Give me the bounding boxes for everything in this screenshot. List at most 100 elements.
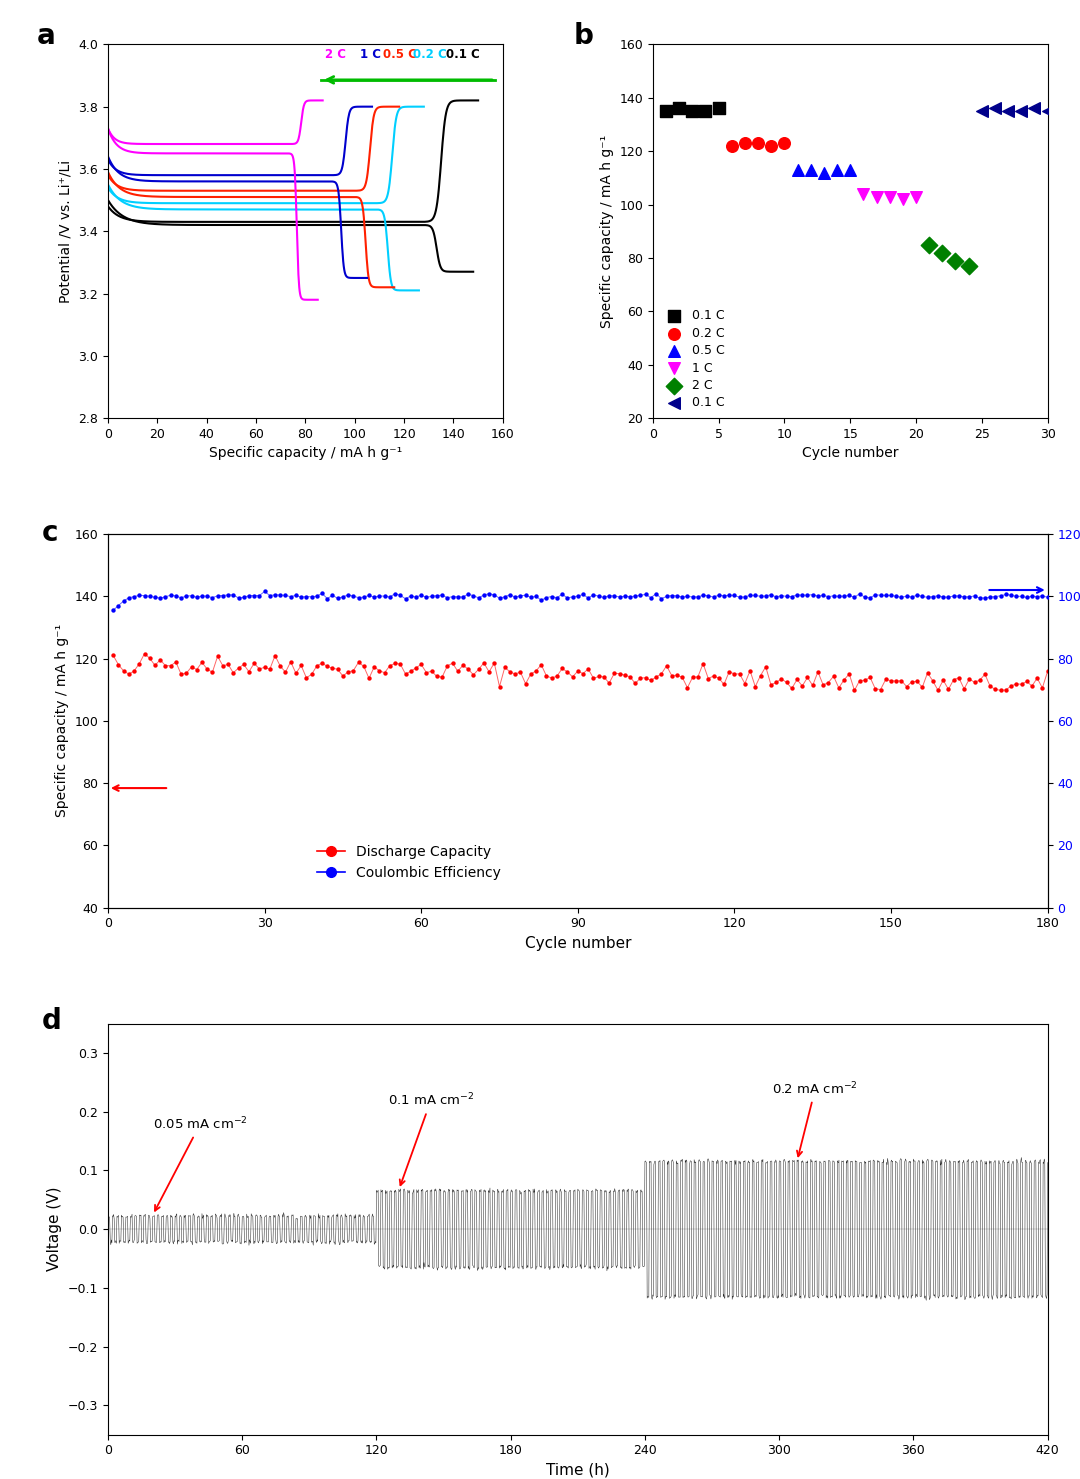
Point <box>298 666 315 689</box>
Point <box>908 583 926 606</box>
Point <box>225 583 242 606</box>
Point <box>355 586 373 609</box>
Point <box>658 99 675 123</box>
Point <box>987 677 1004 701</box>
Point <box>606 584 623 608</box>
Point <box>261 584 279 608</box>
Y-axis label: Specific capacity / mA h g⁻¹: Specific capacity / mA h g⁻¹ <box>599 135 613 328</box>
Point <box>455 654 472 677</box>
Point <box>757 584 774 608</box>
Point <box>626 584 644 608</box>
Point <box>742 584 759 608</box>
Point <box>214 584 231 608</box>
Point <box>621 666 638 689</box>
Point <box>632 666 649 689</box>
Point <box>460 657 477 680</box>
Point <box>120 586 137 609</box>
Point <box>370 660 388 683</box>
Point <box>313 651 330 674</box>
Point <box>464 663 482 686</box>
Point <box>907 185 924 209</box>
Point <box>329 586 347 609</box>
Point <box>737 586 754 609</box>
Point <box>868 185 886 209</box>
Point <box>157 654 174 677</box>
Point <box>1039 586 1056 609</box>
Point <box>920 232 937 256</box>
Point <box>724 135 741 158</box>
Point <box>147 654 164 677</box>
Point <box>1026 96 1043 120</box>
Point <box>564 586 581 609</box>
Point <box>1013 584 1030 608</box>
Point <box>652 587 670 611</box>
Point <box>162 583 179 606</box>
Point <box>700 584 717 608</box>
Point <box>491 586 509 609</box>
Point <box>392 652 409 676</box>
Point <box>580 586 597 609</box>
Point <box>527 584 544 608</box>
Point <box>986 96 1003 120</box>
Point <box>746 674 764 698</box>
Point <box>225 661 242 685</box>
Point <box>267 643 284 667</box>
Point <box>814 584 832 608</box>
Point <box>1008 584 1025 608</box>
Point <box>924 584 942 608</box>
Point <box>267 583 284 606</box>
Point <box>872 677 889 701</box>
Point <box>575 661 592 685</box>
Point <box>940 586 957 609</box>
Point <box>105 643 122 667</box>
Point <box>872 583 889 606</box>
Point <box>600 671 618 695</box>
Point <box>768 586 785 609</box>
Point <box>783 584 800 608</box>
Point <box>705 586 723 609</box>
Point <box>564 666 581 689</box>
Point <box>956 586 973 609</box>
Point <box>960 254 977 278</box>
Point <box>204 660 221 683</box>
Point <box>804 673 822 697</box>
Point <box>335 664 352 688</box>
Point <box>684 666 701 689</box>
Point <box>350 651 367 674</box>
Point <box>940 677 957 701</box>
Point <box>1013 673 1030 697</box>
Point <box>617 664 634 688</box>
Text: 1 C: 1 C <box>360 49 381 61</box>
Point <box>308 654 325 677</box>
Point <box>595 586 612 609</box>
Point <box>276 660 294 683</box>
Point <box>569 660 586 683</box>
Point <box>151 586 168 609</box>
Point <box>856 586 874 609</box>
Point <box>637 666 654 689</box>
Point <box>355 655 373 679</box>
X-axis label: Time (h): Time (h) <box>545 1463 610 1478</box>
Point <box>976 663 994 686</box>
Point <box>746 584 764 608</box>
Point <box>387 652 404 676</box>
Point <box>961 667 978 691</box>
Point <box>694 652 712 676</box>
Point <box>720 660 738 683</box>
Point <box>976 586 994 609</box>
Point <box>365 655 383 679</box>
Point <box>840 663 858 686</box>
Point <box>617 584 634 608</box>
Point <box>888 670 905 694</box>
Point <box>293 654 310 677</box>
Point <box>894 188 912 211</box>
Point <box>272 654 289 677</box>
Point <box>464 584 482 608</box>
Point <box>1024 584 1041 608</box>
Text: c: c <box>42 519 58 547</box>
Point <box>950 666 968 689</box>
Point <box>997 679 1014 703</box>
Point <box>993 584 1010 608</box>
Point <box>814 673 832 697</box>
Point <box>799 583 816 606</box>
